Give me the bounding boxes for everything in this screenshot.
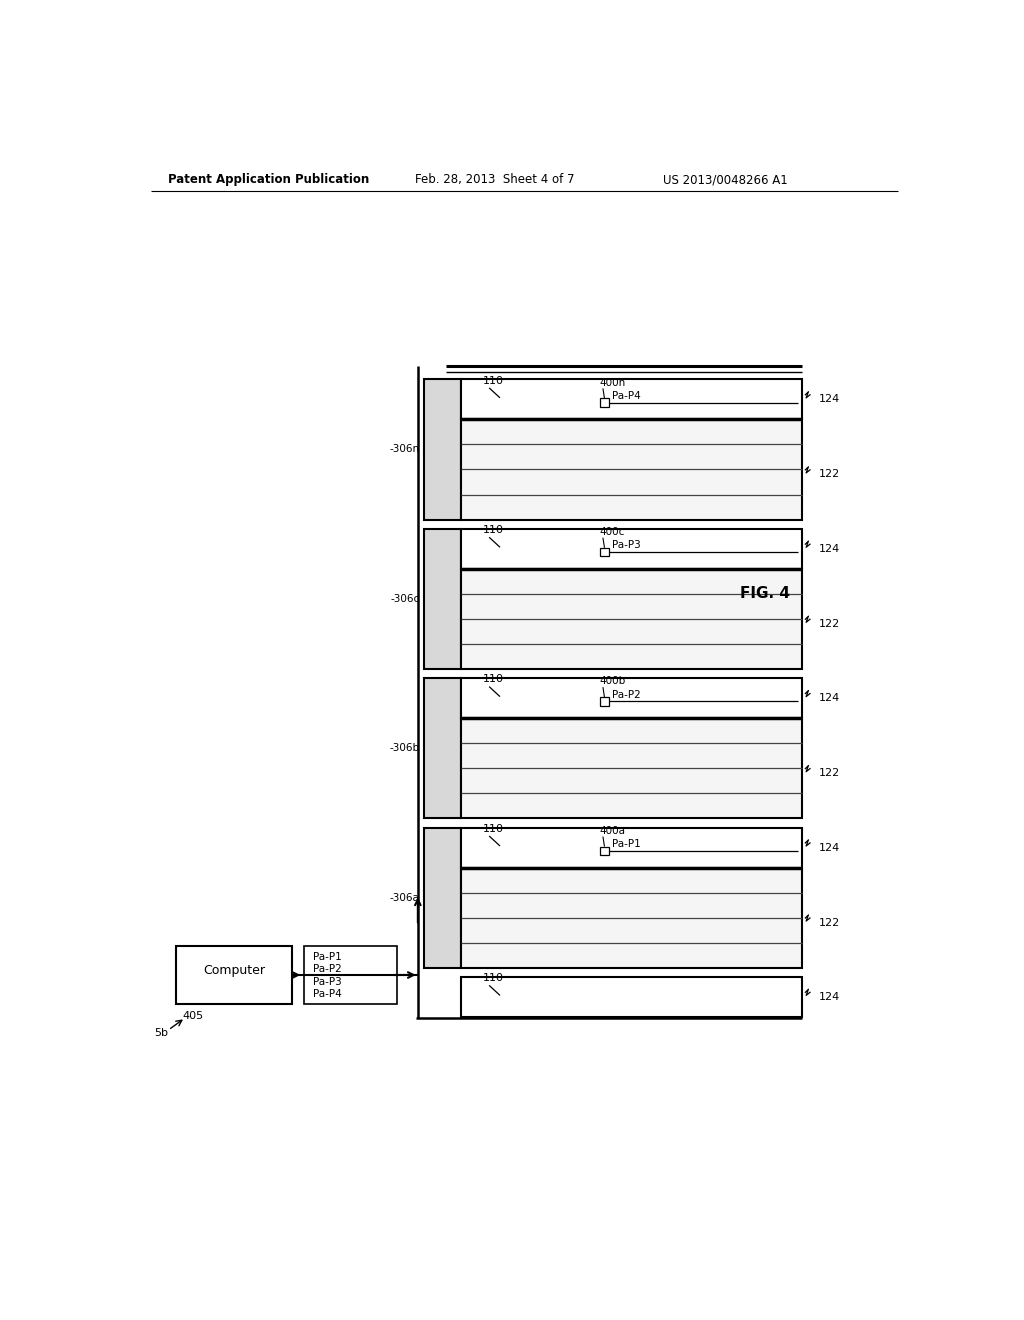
Text: Pa-P3: Pa-P3 bbox=[313, 977, 342, 986]
Text: Pa-P4: Pa-P4 bbox=[313, 989, 342, 999]
Text: 400a: 400a bbox=[599, 826, 626, 836]
Bar bbox=[600, 399, 608, 407]
Bar bbox=[461, 529, 802, 569]
Text: Pa-P1: Pa-P1 bbox=[611, 840, 641, 849]
Text: 400b: 400b bbox=[599, 676, 626, 686]
Text: 405: 405 bbox=[182, 1011, 204, 1022]
Text: 124: 124 bbox=[819, 395, 841, 404]
Text: Computer: Computer bbox=[203, 964, 265, 977]
Text: 110: 110 bbox=[483, 675, 504, 684]
Text: 124: 124 bbox=[819, 842, 841, 853]
Text: Patent Application Publication: Patent Application Publication bbox=[168, 173, 370, 186]
Text: FIG. 4: FIG. 4 bbox=[740, 586, 791, 601]
Bar bbox=[424, 828, 461, 968]
Text: 110: 110 bbox=[483, 525, 504, 535]
Bar bbox=[461, 678, 802, 718]
Text: 122: 122 bbox=[819, 917, 841, 928]
Text: -306c: -306c bbox=[390, 594, 420, 603]
Text: 5b: 5b bbox=[155, 1028, 168, 1038]
Text: 110: 110 bbox=[483, 376, 504, 385]
Text: 110: 110 bbox=[483, 824, 504, 834]
Text: 124: 124 bbox=[819, 693, 841, 704]
Text: Pa-P2: Pa-P2 bbox=[611, 690, 641, 700]
Bar bbox=[461, 569, 802, 669]
Text: Pa-P2: Pa-P2 bbox=[313, 964, 342, 974]
Text: Pa-P1: Pa-P1 bbox=[313, 952, 342, 962]
Text: US 2013/0048266 A1: US 2013/0048266 A1 bbox=[663, 173, 787, 186]
Bar bbox=[461, 828, 802, 867]
Text: 400c: 400c bbox=[599, 527, 625, 537]
Text: -306a: -306a bbox=[389, 892, 420, 903]
Bar bbox=[461, 379, 802, 420]
Bar bbox=[600, 846, 608, 855]
Bar bbox=[461, 420, 802, 520]
Text: 122: 122 bbox=[819, 470, 841, 479]
Bar bbox=[304, 946, 397, 1003]
Text: 400n: 400n bbox=[599, 378, 626, 388]
Bar bbox=[461, 867, 802, 968]
Text: Feb. 28, 2013  Sheet 4 of 7: Feb. 28, 2013 Sheet 4 of 7 bbox=[415, 173, 574, 186]
Text: 122: 122 bbox=[819, 768, 841, 779]
Bar bbox=[461, 977, 802, 1016]
Text: 124: 124 bbox=[819, 991, 841, 1002]
Bar bbox=[600, 548, 608, 556]
Text: 110: 110 bbox=[483, 973, 504, 983]
Bar bbox=[176, 946, 292, 1003]
Text: -306b: -306b bbox=[389, 743, 420, 754]
Bar bbox=[424, 678, 461, 818]
Text: 122: 122 bbox=[819, 619, 841, 628]
Bar bbox=[461, 718, 802, 818]
Text: Pa-P3: Pa-P3 bbox=[611, 540, 641, 550]
Text: 124: 124 bbox=[819, 544, 841, 554]
Bar bbox=[424, 529, 461, 669]
Text: Pa-P4: Pa-P4 bbox=[611, 391, 641, 401]
Bar bbox=[600, 697, 608, 706]
Bar bbox=[424, 379, 461, 520]
Text: -306n: -306n bbox=[389, 445, 420, 454]
